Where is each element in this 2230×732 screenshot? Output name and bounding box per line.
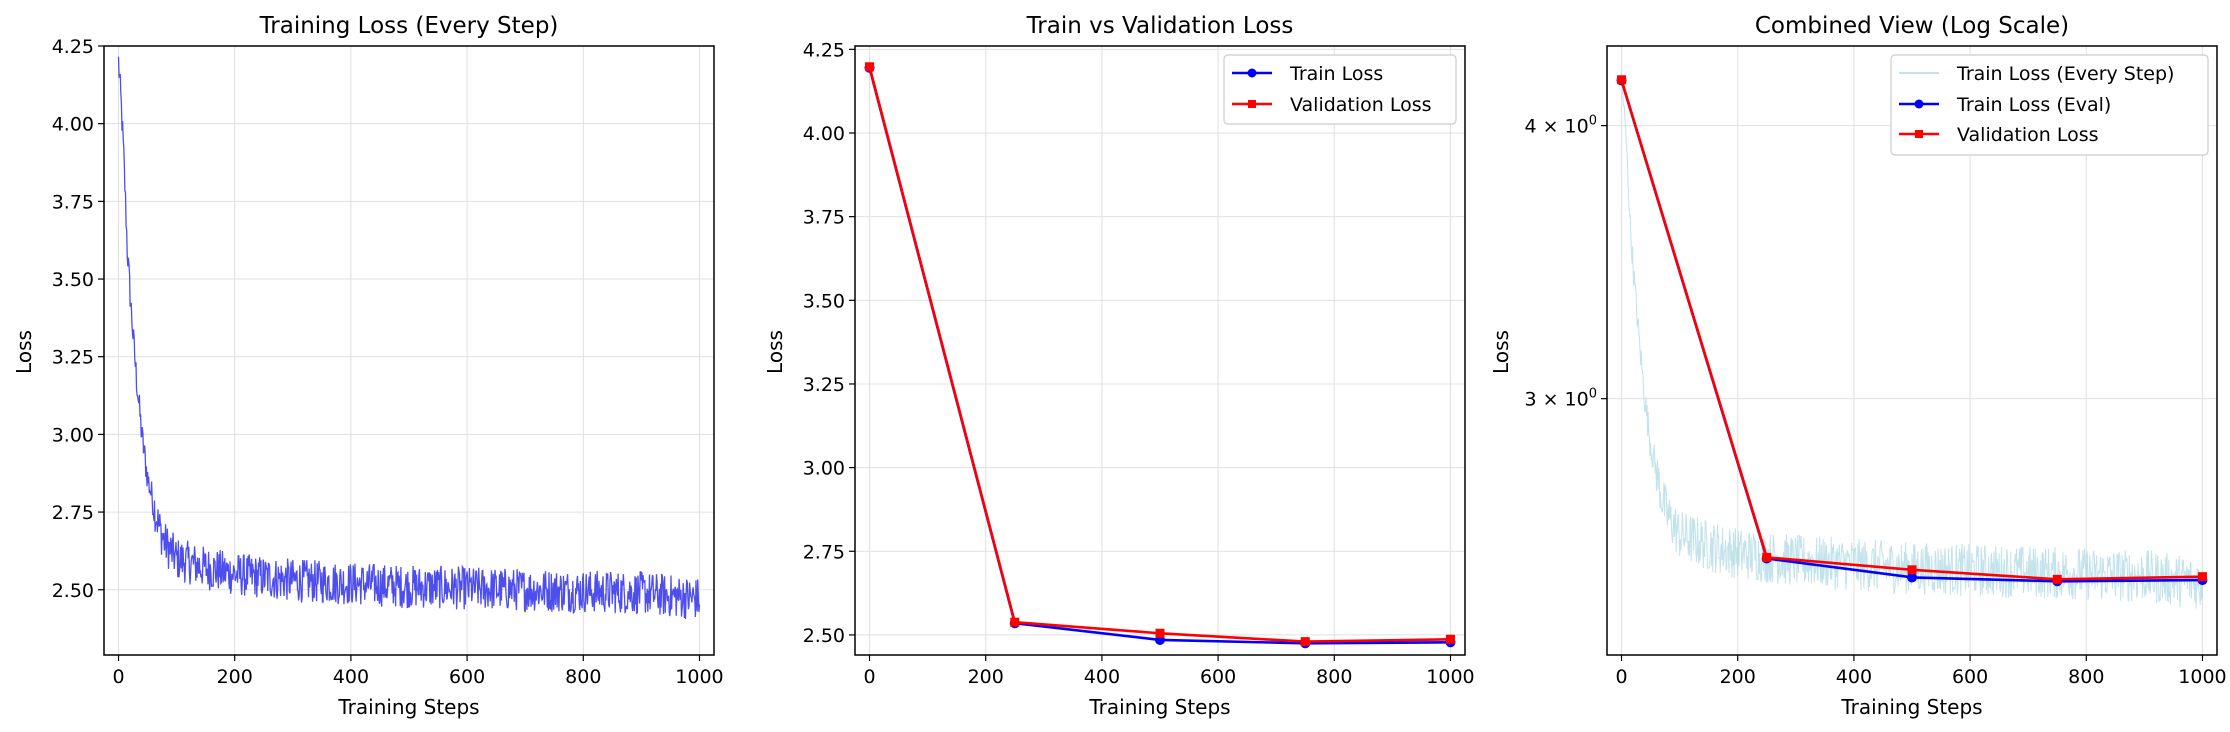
chart-panel-2: Train vs Validation Loss Training Steps … (763, 13, 1475, 719)
y-tick-label: 3.25 (803, 374, 845, 396)
chart-title-1: Training Loss (Every Step) (259, 13, 559, 39)
x-tick-label: 800 (2068, 666, 2104, 688)
series-line-validation (868, 66, 1451, 643)
x-axis-label-2: Training Steps (1088, 695, 1230, 719)
x-tick-label: 400 (1084, 666, 1120, 688)
data-point-validation (2197, 572, 2207, 582)
data-point-validation (1155, 628, 1165, 638)
legend-label-validation-loss-3: Validation Loss (1957, 124, 2099, 146)
ticks-3: 0 200 400 600 800 1000 3 × 100 4 × 100 (1524, 114, 2226, 688)
legend-label-validation-loss: Validation Loss (1290, 94, 1432, 116)
legend-label-train-loss-eval: Train Loss (Eval) (1956, 94, 2111, 116)
series-line-every-step (117, 56, 701, 620)
y-tick-label: 3.00 (803, 458, 845, 480)
data-point-validation (1617, 75, 1627, 85)
legend-marker-train-loss-eval (1914, 99, 1924, 109)
legend-label-train-loss: Train Loss (1289, 63, 1383, 85)
x-tick-label: 1000 (1426, 666, 1474, 688)
x-tick-label: 600 (1952, 666, 1988, 688)
data-point-train (1907, 572, 1917, 583)
y-tick-label: 4.00 (803, 123, 845, 145)
data-point-validation (1300, 637, 1310, 647)
x-tick-label: 0 (1615, 666, 1627, 688)
legend-label-train-loss-every-step: Train Loss (Every Step) (1956, 63, 2174, 85)
legend-marker-validation-loss-3 (1915, 130, 1923, 138)
data-point-validation (1445, 634, 1455, 644)
chart-title-3: Combined View (Log Scale) (1755, 13, 2069, 39)
y-tick-label: 3.00 (52, 424, 94, 446)
y-tick-label: 3.75 (52, 191, 94, 213)
y-tick-label: 4.25 (52, 36, 94, 58)
axes-frame-1 (103, 45, 715, 656)
x-tick-label: 1000 (2178, 666, 2226, 688)
x-tick-label: 200 (217, 666, 253, 688)
axes-frame-3 (1606, 45, 2218, 656)
legend-box-3 (1890, 54, 2209, 156)
x-tick-label: 0 (112, 666, 124, 688)
plot-area-1 (117, 56, 701, 620)
plot-area-3 (1616, 72, 2208, 609)
x-axis-label-3: Training Steps (1840, 695, 1982, 719)
x-tick-label: 0 (863, 666, 875, 688)
axes-frame-2 (854, 45, 1466, 656)
y-tick-label: 3 × 100 (1524, 387, 1597, 411)
data-point-validation (1762, 552, 1772, 562)
y-tick-label: 2.50 (52, 580, 94, 602)
series-line-train (868, 67, 1451, 645)
x-tick-label: 200 (1720, 666, 1756, 688)
y-tick-label: 3.50 (52, 269, 94, 291)
data-point-validation (1010, 617, 1020, 627)
y-tick-label: 4.00 (52, 114, 94, 136)
y-tick-label: 4 × 100 (1524, 114, 1597, 138)
y-tick-label: 2.75 (52, 502, 94, 524)
x-tick-label: 400 (333, 666, 369, 688)
grid-2 (855, 46, 1465, 655)
y-axis-label-1: Loss (12, 330, 36, 374)
plot-area-2 (864, 62, 1456, 649)
legend-2: Train Loss Validation Loss (1223, 54, 1457, 125)
y-axis-label-2: Loss (763, 330, 787, 374)
chart-title-2: Train vs Validation Loss (1026, 13, 1294, 39)
x-tick-label: 400 (1836, 666, 1872, 688)
series-line-every-step (1621, 72, 2203, 609)
y-axis-label-3: Loss (1489, 330, 1513, 374)
y-tick-label: 3.25 (52, 347, 94, 369)
legend-3: Train Loss (Every Step) Train Loss (Eval… (1890, 54, 2209, 156)
y-tick-label: 4.25 (803, 39, 845, 61)
y-tick-label: 3.50 (803, 290, 845, 312)
data-point-validation (865, 62, 875, 72)
x-tick-label: 800 (1316, 666, 1352, 688)
y-tick-label: 2.75 (803, 541, 845, 563)
x-tick-label: 800 (565, 666, 601, 688)
x-axis-label-1: Training Steps (337, 695, 479, 719)
data-point-validation (2052, 574, 2062, 584)
data-point-validation (1907, 565, 1917, 575)
legend-marker-train-loss (1247, 68, 1257, 78)
x-tick-label: 600 (1200, 666, 1236, 688)
x-tick-label: 200 (968, 666, 1004, 688)
x-tick-label: 1000 (675, 666, 723, 688)
legend-box-2 (1223, 54, 1457, 125)
chart-panel-1: Training Loss (Every Step) Training Step… (12, 13, 724, 719)
y-tick-label: 2.50 (803, 625, 845, 647)
y-tick-label: 3.75 (803, 207, 845, 229)
chart-panel-3: Combined View (Log Scale) Training Steps… (1489, 13, 2227, 719)
legend-marker-validation-loss (1248, 100, 1256, 108)
ticks-2: 0 200 400 600 800 1000 2.50 2.75 3.00 3.25 3.50 3.7… (803, 39, 1475, 688)
ticks-1: 0 200 400 600 800 1000 2.50 2.75 3.00 3.25 3.50 3.7… (52, 36, 724, 688)
x-tick-label: 600 (449, 666, 485, 688)
